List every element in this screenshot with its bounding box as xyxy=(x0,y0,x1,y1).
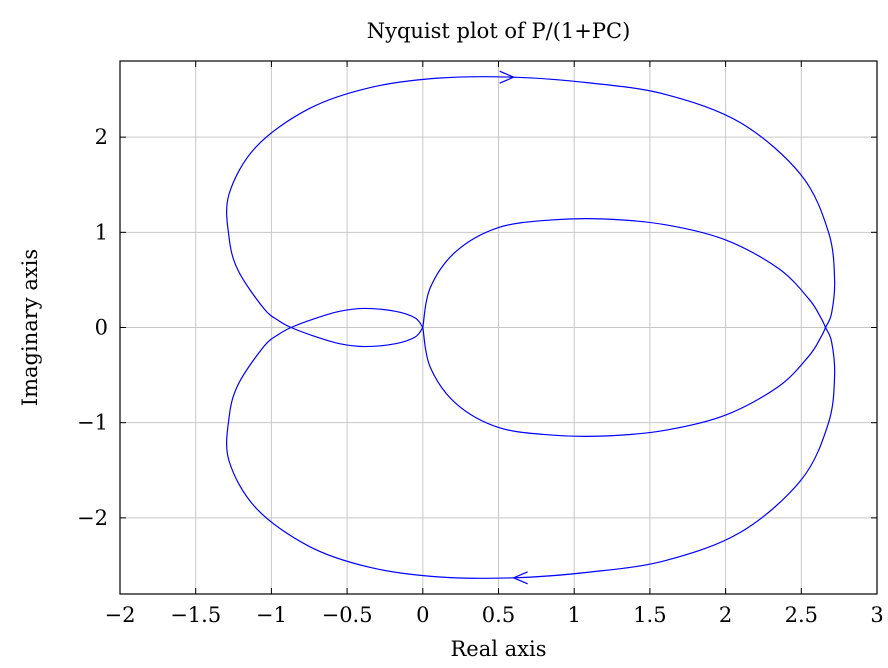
curve-layer xyxy=(226,70,836,585)
x-tick-label: 3 xyxy=(870,603,883,627)
x-tick-label: 1 xyxy=(568,603,581,627)
nyquist-curve-branch-1 xyxy=(226,217,836,579)
x-tick-label: −1.5 xyxy=(170,603,221,627)
direction-arrow-right xyxy=(499,70,516,84)
chart-title: Nyquist plot of P/(1+PC) xyxy=(367,19,631,43)
direction-arrow-left xyxy=(512,571,528,585)
x-tick-label: −1 xyxy=(256,603,287,627)
y-tick-label: 1 xyxy=(95,220,108,244)
y-tick-label: 2 xyxy=(95,125,108,149)
x-axis-label: Real axis xyxy=(450,637,546,661)
y-tick-label: −2 xyxy=(77,506,108,530)
x-tick-label: 2 xyxy=(719,603,732,627)
y-tick-label: −1 xyxy=(77,411,108,435)
ticks: −2 −1.5 −1 −0.5 0 0.5 1 1.5 2 2.5 3 −2 −1 0 1 2 xyxy=(77,61,884,627)
y-tick-label: 0 xyxy=(95,316,108,340)
nyquist-curve-branch-2 xyxy=(226,76,836,438)
x-tick-label: −0.5 xyxy=(322,603,373,627)
x-tick-label: −2 xyxy=(105,603,136,627)
x-tick-label: 1.5 xyxy=(633,603,666,627)
y-axis-label: Imaginary axis xyxy=(18,249,42,406)
x-tick-label: 0.5 xyxy=(482,603,515,627)
x-tick-label: 2.5 xyxy=(785,603,818,627)
x-tick-label: 0 xyxy=(416,603,429,627)
grid xyxy=(119,61,878,594)
